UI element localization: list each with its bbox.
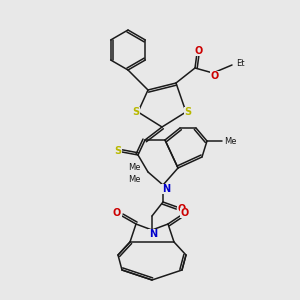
Text: N: N xyxy=(149,229,157,239)
Text: N: N xyxy=(162,184,170,194)
Text: S: S xyxy=(132,107,140,117)
Text: O: O xyxy=(211,71,219,81)
Text: O: O xyxy=(195,46,203,56)
Text: S: S xyxy=(114,146,122,156)
Text: O: O xyxy=(178,204,186,214)
Text: O: O xyxy=(113,208,121,218)
Text: Et: Et xyxy=(236,59,244,68)
Text: Me: Me xyxy=(128,176,140,184)
Text: Me: Me xyxy=(128,163,140,172)
Text: Me: Me xyxy=(224,136,236,146)
Text: S: S xyxy=(184,107,192,117)
Text: O: O xyxy=(181,208,189,218)
